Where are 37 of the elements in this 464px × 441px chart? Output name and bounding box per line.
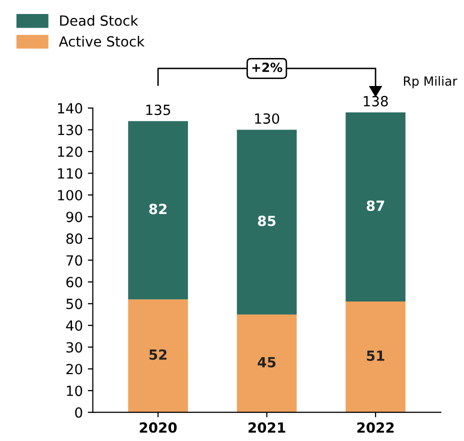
y-tick-label: 40 [66,320,82,331]
total-label: 135 [146,104,170,116]
y-tick-label: 30 [66,342,82,353]
text: +2% [252,62,282,72]
x-tick-label: 2021 [248,422,286,433]
y-tick-label: 50 [66,298,82,310]
bar [346,112,406,302]
y-tick-label: 70 [66,255,82,266]
y-tick-label: 120 [58,146,82,157]
y-tick-label: 110 [58,168,82,179]
bar [236,130,297,315]
data-label: 82 [149,204,167,214]
bar [346,301,406,412]
y-tick-label: 60 [66,276,82,288]
data-label: 45 [258,357,276,368]
data-label: 52 [149,349,167,360]
x-tick-label: 2020 [140,422,177,433]
bar [128,299,188,412]
data-label: 85 [258,216,276,226]
text: Rp Miliar [404,76,458,88]
y-tick-label: 10 [66,386,82,396]
y-tick-label: 140 [58,103,82,114]
bar [236,314,297,412]
y-tick-label: 0 [75,407,82,418]
y-tick-label: 130 [58,124,82,136]
total-label: 138 [364,96,388,106]
data-label: 51 [366,350,384,361]
total-label: 130 [255,113,280,124]
legend-label: Dead Stock [60,15,138,26]
y-tick-label: 90 [66,212,82,222]
bar [128,121,188,300]
y-tick-label: 80 [66,233,82,244]
data-label: 87 [366,200,384,211]
y-tick-label: 100 [58,190,82,200]
legend-label: Active Stock [58,36,145,47]
x-tick-label: 2022 [357,422,394,433]
y-tick-label: 20 [66,364,82,374]
